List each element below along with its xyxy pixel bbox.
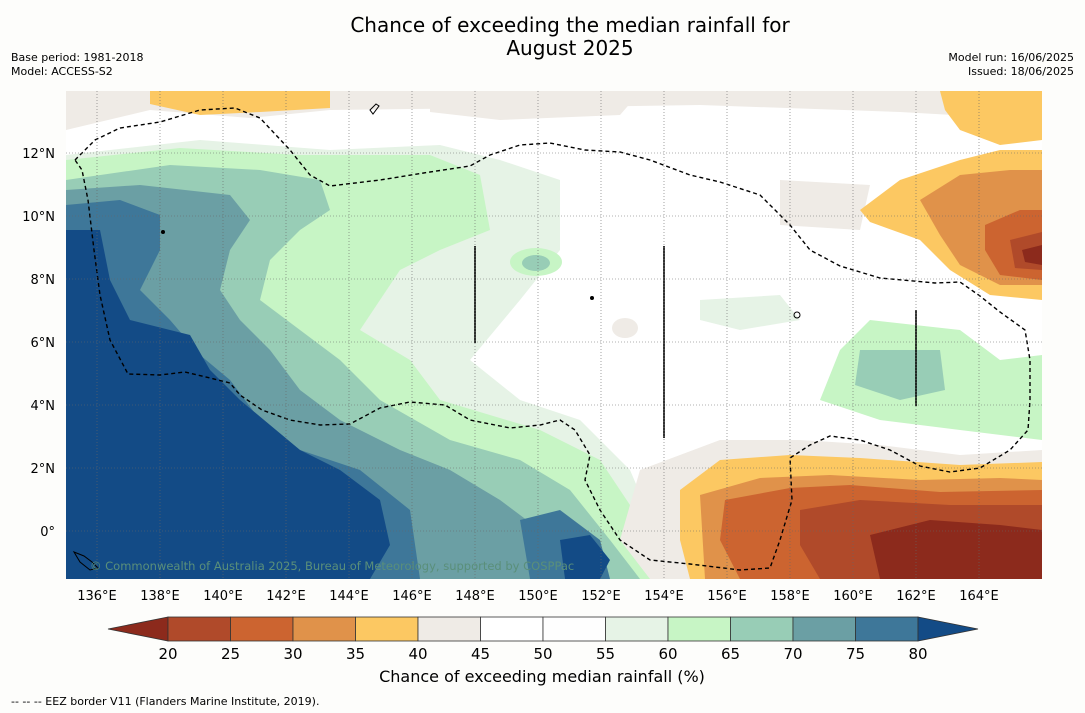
lon-tick-label: 154°E bbox=[644, 589, 684, 604]
colorbar-tick-label: 75 bbox=[846, 645, 865, 663]
title-line-1: Chance of exceeding the median rainfall … bbox=[350, 13, 790, 37]
lon-tick-label: 164°E bbox=[959, 589, 999, 604]
lon-tick-label: 150°E bbox=[518, 589, 558, 604]
colorbar-tick-label: 65 bbox=[721, 645, 740, 663]
lon-tick-label: 138°E bbox=[140, 589, 180, 604]
contour-40-northeast bbox=[940, 91, 1042, 145]
lon-tick-label: 148°E bbox=[455, 589, 495, 604]
lon-tick-label: 140°E bbox=[203, 589, 243, 604]
base-period: Base period: 1981-2018 bbox=[11, 51, 144, 64]
colorbar-segment bbox=[792, 616, 856, 642]
lon-tick-label: 152°E bbox=[581, 589, 621, 604]
lon-tick-label: 142°E bbox=[266, 589, 306, 604]
copyright-watermark: © Commonwealth of Australia 2025, Bureau… bbox=[90, 559, 574, 573]
contour-40-north bbox=[150, 91, 330, 115]
contour-20-east bbox=[1022, 245, 1042, 265]
colorbar-segment bbox=[292, 616, 356, 642]
lat-tick-label: 0° bbox=[40, 525, 55, 540]
lon-tick-label: 146°E bbox=[392, 589, 432, 604]
colorbar-tick-label: 25 bbox=[221, 645, 240, 663]
contour-45-patch-2 bbox=[430, 92, 640, 120]
lon-tick-label: 162°E bbox=[896, 589, 936, 604]
colorbar-segment bbox=[167, 616, 231, 642]
contour-70-blob bbox=[522, 255, 550, 271]
longitude-labels: 136°E 138°E 140°E 142°E 144°E 146°E 148°E 150°E… bbox=[77, 589, 999, 604]
run-info: Model run: 16/06/2025 Issued: 18/06/2025 bbox=[948, 51, 1074, 79]
colorbar-tick-label: 60 bbox=[658, 645, 677, 663]
colorbar-segment bbox=[417, 616, 481, 642]
colorbar-segment bbox=[605, 616, 669, 642]
colorbar-segment bbox=[480, 616, 544, 642]
latitude-labels: 12°N 10°N 8°N 6°N 4°N 2°N 0° bbox=[22, 147, 55, 540]
colorbar-arrow-high bbox=[917, 616, 979, 642]
lat-tick-label: 8°N bbox=[31, 273, 56, 288]
colorbar-segment bbox=[230, 616, 294, 642]
lat-tick-label: 12°N bbox=[22, 147, 55, 162]
lon-tick-label: 144°E bbox=[329, 589, 369, 604]
colorbar-segment bbox=[542, 616, 606, 642]
contour-20-southeast bbox=[870, 520, 1042, 579]
map-field: © Commonwealth of Australia 2025, Bureau… bbox=[66, 91, 1042, 579]
contour-above-80-south bbox=[560, 535, 610, 579]
contour-45-patch bbox=[780, 180, 870, 230]
colorbar-tick-label: 55 bbox=[596, 645, 615, 663]
model-run-date: Model run: 16/06/2025 bbox=[948, 51, 1074, 64]
colorbar-tick-label: 35 bbox=[346, 645, 365, 663]
island-outline bbox=[369, 103, 380, 115]
island-outline bbox=[72, 550, 99, 571]
colorbar-tick-label: 80 bbox=[908, 645, 927, 663]
lon-tick-label: 160°E bbox=[833, 589, 873, 604]
contour-60-patch bbox=[700, 295, 800, 330]
colorbar-tick-label: 20 bbox=[158, 645, 177, 663]
lon-tick-label: 136°E bbox=[77, 589, 117, 604]
colorbar-segment bbox=[730, 616, 794, 642]
contour-above-80-west bbox=[66, 230, 390, 579]
model-name: Model: ACCESS-S2 bbox=[11, 65, 113, 78]
lon-tick-label: 156°E bbox=[707, 589, 747, 604]
colorbar-segment bbox=[855, 616, 919, 642]
colorbar-arrow-low bbox=[107, 616, 169, 642]
contour-70-east bbox=[855, 350, 945, 400]
island-outline bbox=[793, 311, 801, 319]
colorbar-label: Chance of exceeding median rainfall (%) bbox=[379, 667, 705, 686]
colorbar-tick-label: 70 bbox=[783, 645, 802, 663]
island-outline bbox=[590, 296, 594, 300]
colorbar-tick-label: 40 bbox=[408, 645, 427, 663]
issued-date: Issued: 18/06/2025 bbox=[967, 65, 1074, 78]
chart-title: Chance of exceeding the median rainfall … bbox=[250, 14, 890, 60]
model-info: Base period: 1981-2018 Model: ACCESS-S2 bbox=[11, 51, 143, 79]
contour-45-blob bbox=[612, 318, 638, 338]
lat-tick-label: 2°N bbox=[31, 462, 56, 477]
eez-border bbox=[74, 107, 1031, 571]
title-line-2: August 2025 bbox=[506, 36, 634, 60]
colorbar-tick-label: 30 bbox=[283, 645, 302, 663]
colorbar: 20 25 30 35 40 45 50 55 60 65 70 75 80 bbox=[107, 616, 979, 663]
lat-tick-label: 10°N bbox=[22, 210, 55, 225]
eez-footnote: -- -- -- EEZ border V11 (Flanders Marine… bbox=[11, 695, 320, 708]
lon-tick-label: 158°E bbox=[770, 589, 810, 604]
island-outline bbox=[161, 230, 165, 234]
lat-tick-label: 6°N bbox=[31, 336, 56, 351]
lat-tick-label: 4°N bbox=[31, 399, 56, 414]
colorbar-segment bbox=[355, 616, 419, 642]
gridlines bbox=[66, 91, 1042, 579]
colorbar-tick-label: 45 bbox=[471, 645, 490, 663]
colorbar-tick-label: 50 bbox=[533, 645, 552, 663]
colorbar-segment bbox=[667, 616, 731, 642]
